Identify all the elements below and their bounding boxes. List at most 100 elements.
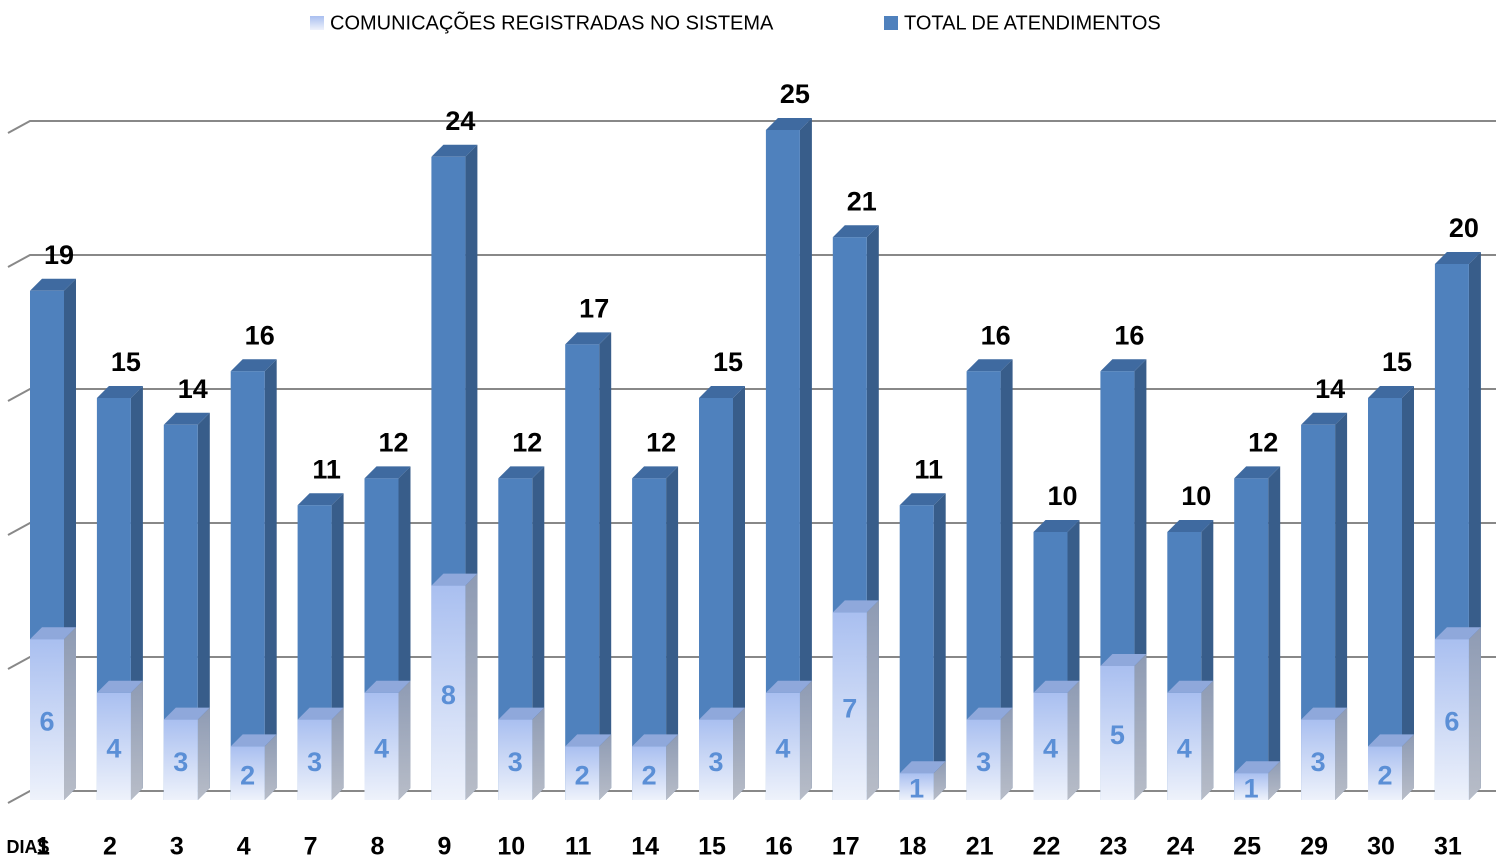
data-label: 4	[106, 734, 121, 764]
bar-side	[866, 600, 879, 800]
bar-side	[1335, 412, 1348, 800]
bar-front	[1100, 666, 1135, 800]
bar-front	[230, 746, 265, 800]
bar-top	[1301, 412, 1348, 425]
bar	[632, 734, 679, 800]
bar-front	[1167, 692, 1202, 800]
bar-top	[1100, 654, 1147, 666]
data-label: 4	[1043, 734, 1058, 764]
data-label: 2	[240, 760, 255, 790]
data-label: 15	[1382, 347, 1412, 377]
data-label: 19	[44, 240, 74, 270]
data-label: 1	[1244, 774, 1259, 804]
legend: COMUNICAÇÕES REGISTRADAS NO SISTEMA TOTA…	[310, 10, 1161, 34]
bar-top	[431, 573, 478, 586]
bar	[966, 707, 1013, 800]
x-tick-label: 15	[698, 833, 726, 858]
bar-top	[632, 466, 679, 479]
bar-front	[1368, 746, 1402, 800]
bar-side	[197, 707, 210, 800]
bar-side	[264, 359, 277, 800]
bar-front	[565, 344, 600, 800]
bar	[30, 627, 76, 800]
x-tick-label: 10	[497, 833, 525, 858]
bar-top	[899, 761, 946, 774]
bar-top	[1033, 520, 1080, 532]
bar-side	[666, 734, 679, 800]
bar-front	[1033, 692, 1068, 800]
data-label: 4	[1177, 734, 1192, 764]
bar-top	[297, 707, 344, 720]
bar-front	[30, 639, 64, 800]
data-label: 14	[178, 374, 208, 404]
bar-side	[130, 680, 143, 800]
bar	[765, 680, 812, 800]
data-label: 3	[1311, 747, 1326, 777]
legend-label: COMUNICAÇÕES REGISTRADAS NO SISTEMA	[330, 10, 774, 34]
x-tick-label: 14	[631, 833, 659, 858]
bar-front	[96, 692, 131, 800]
bar-top	[765, 680, 812, 693]
data-label: 24	[445, 106, 475, 136]
bar-side	[1268, 466, 1281, 800]
data-label: 12	[512, 428, 542, 458]
data-label: 16	[981, 320, 1011, 350]
bar-top	[1100, 359, 1147, 372]
bar-top	[364, 466, 411, 479]
bar	[1167, 680, 1214, 800]
bar	[431, 573, 478, 800]
data-label: 1	[909, 774, 924, 804]
bar-front	[765, 692, 800, 800]
bar-top	[431, 144, 478, 157]
x-tick-label: 7	[304, 833, 318, 858]
bar	[565, 734, 612, 800]
bar	[699, 707, 745, 800]
bar-side	[532, 707, 545, 800]
bar-top	[163, 412, 210, 425]
bar-top	[96, 680, 143, 693]
bar-side	[733, 386, 745, 800]
bar	[96, 680, 143, 800]
bar	[1301, 707, 1348, 800]
bar	[1368, 734, 1414, 800]
bar-front	[230, 371, 265, 800]
bar-top	[498, 466, 545, 479]
bar-front	[498, 719, 533, 800]
data-label: 17	[579, 294, 609, 324]
bar-top	[1167, 680, 1214, 693]
data-label: 3	[508, 747, 523, 777]
data-label: 3	[976, 747, 991, 777]
bar-side	[465, 573, 478, 800]
data-label: 16	[245, 320, 275, 350]
bar-top	[30, 627, 76, 640]
bar-side	[1201, 680, 1214, 800]
data-label: 14	[1315, 374, 1345, 404]
bar	[230, 359, 277, 800]
bar-top	[966, 707, 1013, 720]
bar-front	[1301, 719, 1336, 800]
x-tick-label: 25	[1233, 833, 1261, 858]
bar	[1234, 466, 1281, 800]
bar-side	[1000, 359, 1013, 800]
bar-side	[1000, 707, 1013, 800]
bar	[230, 734, 277, 800]
bar-front	[364, 692, 399, 800]
bar-top	[1434, 627, 1481, 640]
x-tick-label: 21	[966, 833, 994, 858]
bar-top	[1234, 466, 1281, 479]
data-label: 11	[914, 454, 943, 484]
bar-side	[599, 734, 612, 800]
x-tick-label: 4	[237, 833, 251, 858]
bar-side	[264, 734, 277, 800]
bar-side	[666, 466, 679, 800]
bar-side	[933, 493, 946, 800]
bar-front	[297, 719, 332, 800]
bar-front	[632, 746, 667, 800]
bar	[297, 707, 344, 800]
bar-side	[331, 707, 344, 800]
bar-side	[1468, 627, 1481, 800]
x-tick-label: 30	[1367, 833, 1395, 858]
data-label: 12	[1248, 428, 1278, 458]
bar-front	[1234, 773, 1269, 800]
